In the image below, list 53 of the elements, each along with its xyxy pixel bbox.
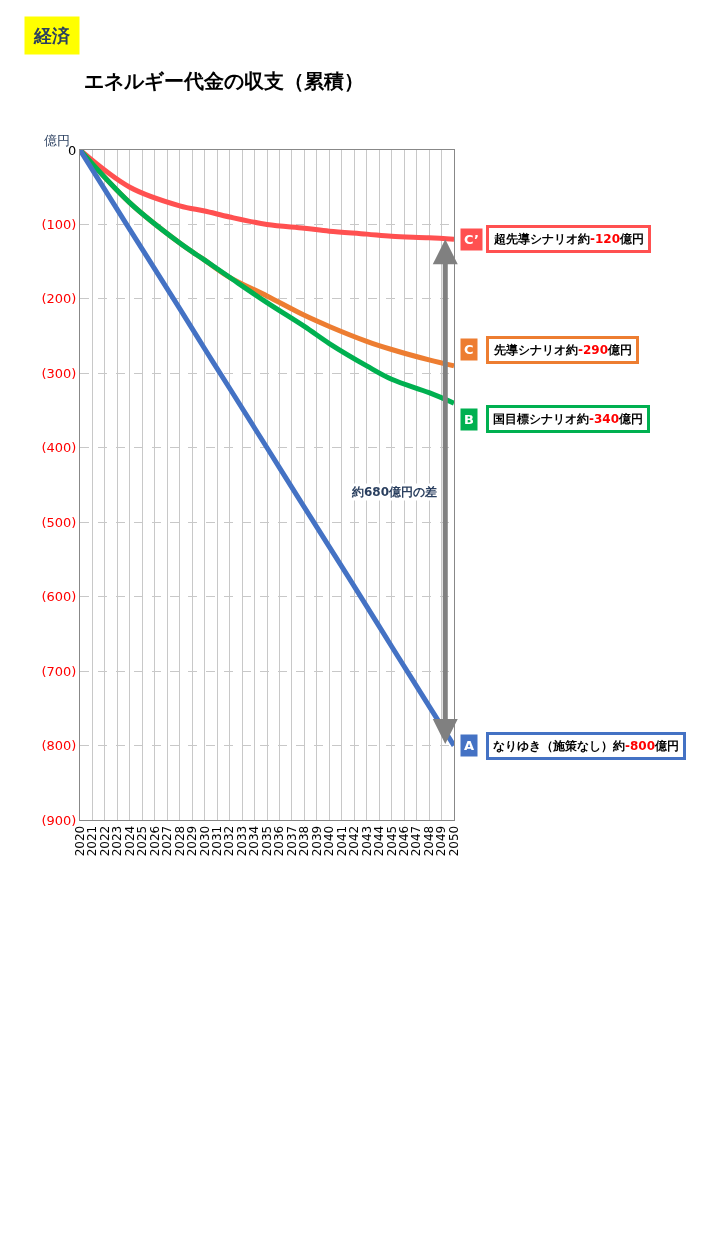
x-tick-label: 2041 (334, 825, 349, 857)
series-label: C (464, 342, 474, 357)
y-tick-label: 0 (68, 142, 77, 158)
x-tick-label: 2050 (446, 825, 461, 857)
y-tick-label: (300) (41, 365, 77, 381)
text: なりゆき（施策なし）約-800億円 (493, 739, 680, 753)
x-tick-label: 2032 (222, 825, 237, 857)
x-tick-label: 2035 (259, 825, 274, 857)
x-tick-label: 2043 (359, 825, 374, 857)
y-tick-label: (600) (41, 589, 77, 605)
x-tick-label: 2042 (347, 825, 362, 857)
annotation: 約680億円の差 (351, 485, 438, 499)
x-tick-label: 2039 (309, 825, 324, 857)
x-tick-label: 2022 (97, 825, 112, 857)
text: 超先導シナリオ約-120億円 (493, 232, 645, 246)
text: 国目標シナリオ約-340億円 (493, 412, 644, 426)
x-tick-label: 2038 (297, 825, 312, 857)
x-tick-label: 2036 (272, 825, 287, 857)
x-tick-label: 2037 (284, 825, 299, 857)
text: 先導シナリオ約-290億円 (493, 343, 633, 357)
x-tick-label: 2033 (234, 825, 249, 857)
chart-title: エネルギー代金の収支（累積） (84, 69, 365, 93)
x-tick-label: 2026 (147, 825, 162, 857)
x-tick-label: 2047 (409, 825, 424, 857)
x-tick-label: 2040 (322, 825, 337, 857)
y-tick-label: (500) (41, 514, 77, 530)
x-tick-label: 2020 (72, 825, 87, 857)
y-tick-label: (900) (41, 812, 77, 828)
x-tick-label: 2028 (172, 825, 187, 857)
y-tick-label: (800) (41, 738, 77, 754)
y-tick-label: (200) (41, 291, 77, 307)
x-tick-label: 2027 (160, 825, 175, 857)
series-label: A (464, 738, 475, 753)
y-tick-label: (700) (41, 663, 77, 679)
x-tick-label: 2030 (197, 825, 212, 857)
y-axis-title: 億円 (44, 133, 70, 148)
x-tick-label: 2048 (421, 825, 436, 857)
x-tick-label: 2045 (384, 825, 399, 857)
x-tick-label: 2044 (372, 825, 387, 857)
x-tick-label: 2029 (185, 825, 200, 857)
series-label: C’ (464, 232, 479, 247)
series-label: B (464, 412, 474, 427)
text: 経済 (33, 25, 71, 46)
x-tick-label: 2025 (135, 825, 150, 857)
y-tick-label: (400) (41, 440, 77, 456)
x-tick-label: 2024 (122, 825, 137, 857)
x-tick-label: 2021 (85, 825, 100, 857)
x-tick-label: 2023 (110, 825, 125, 857)
x-tick-label: 2046 (397, 825, 412, 857)
x-tick-label: 2031 (210, 825, 225, 857)
y-tick-label: (100) (41, 216, 77, 232)
x-tick-label: 2049 (434, 825, 449, 857)
x-tick-label: 2034 (247, 825, 262, 857)
